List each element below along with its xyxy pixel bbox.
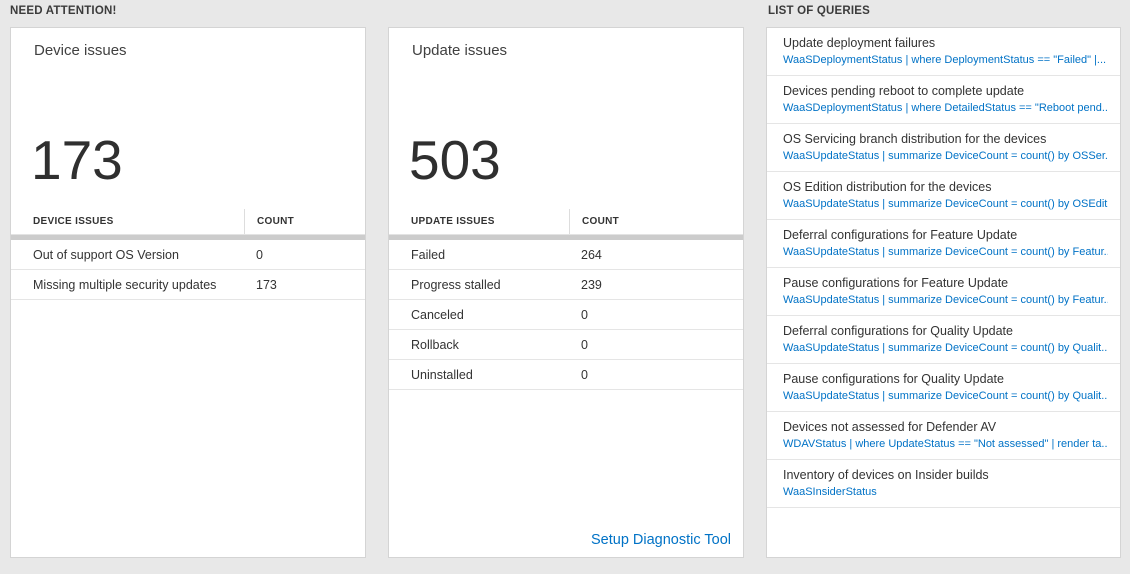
query-link[interactable]: WaaSUpdateStatus | summarize DeviceCount…: [783, 198, 1108, 210]
row-count: 0: [581, 337, 588, 352]
row-count: 264: [581, 247, 602, 262]
device-issues-total[interactable]: 173: [31, 129, 123, 191]
need-attention-section-title: NEED ATTENTION!: [10, 5, 117, 17]
table-row[interactable]: Missing multiple security updates 173: [11, 270, 365, 300]
row-label: Failed: [411, 247, 446, 262]
update-issues-table-body: Failed 264 Progress stalled 239 Canceled 0 Rol…: [389, 240, 743, 390]
device-issues-table-header: DEVICE ISSUES COUNT: [11, 209, 365, 235]
query-link[interactable]: WaaSUpdateStatus | summarize DeviceCount…: [783, 246, 1108, 258]
list-of-queries-section-title: LIST OF QUERIES: [768, 5, 871, 17]
update-issues-table: UPDATE ISSUES COUNT Failed 264 Progress st…: [389, 209, 743, 390]
query-list-item[interactable]: OS Servicing branch distribution for the…: [767, 124, 1120, 172]
row-label: Missing multiple security updates: [33, 277, 217, 292]
table-row[interactable]: Failed 264: [389, 240, 743, 270]
query-list-item[interactable]: Inventory of devices on Insider builds Wa…: [767, 460, 1120, 508]
query-title: Update deployment failures: [783, 36, 936, 50]
row-count: 0: [256, 247, 263, 262]
query-link[interactable]: WaaSUpdateStatus | summarize DeviceCount…: [783, 342, 1108, 354]
query-list: Update deployment failures WaaSDeployment…: [767, 28, 1120, 508]
device-issues-card-title: Device issues: [34, 42, 127, 59]
query-list-item[interactable]: Deferral configurations for Feature Upda…: [767, 220, 1120, 268]
table-header-divider: [11, 235, 365, 240]
update-issues-card: Update issues 503 UPDATE ISSUES COUNT Fa…: [388, 27, 744, 558]
table-row[interactable]: Canceled 0: [389, 300, 743, 330]
query-link[interactable]: WaaSUpdateStatus | summarize DeviceCount…: [783, 390, 1108, 402]
query-list-item[interactable]: Pause configurations for Quality Update W…: [767, 364, 1120, 412]
row-label: Rollback: [411, 337, 459, 352]
query-list-item[interactable]: Pause configurations for Feature Update W…: [767, 268, 1120, 316]
setup-diagnostic-tool-link[interactable]: Setup Diagnostic Tool: [591, 532, 731, 548]
table-row[interactable]: Uninstalled 0: [389, 360, 743, 390]
device-issues-header-count: COUNT: [244, 209, 365, 234]
row-label: Progress stalled: [411, 277, 501, 292]
row-count: 0: [581, 367, 588, 382]
list-of-queries-card: Update deployment failures WaaSDeployment…: [766, 27, 1121, 558]
update-issues-card-title: Update issues: [412, 42, 508, 59]
table-row[interactable]: Rollback 0: [389, 330, 743, 360]
update-issues-total[interactable]: 503: [409, 129, 501, 191]
query-title: Devices pending reboot to complete updat…: [783, 84, 1025, 98]
update-issues-header-count: COUNT: [569, 209, 743, 234]
query-link[interactable]: WaaSInsiderStatus: [783, 486, 877, 498]
query-list-item[interactable]: OS Edition distribution for the devices W…: [767, 172, 1120, 220]
query-link[interactable]: WDAVStatus | where UpdateStatus == "Not …: [783, 438, 1108, 450]
query-list-item[interactable]: Devices not assessed for Defender AV WDAV…: [767, 412, 1120, 460]
row-label: Out of support OS Version: [33, 247, 179, 262]
device-issues-table: DEVICE ISSUES COUNT Out of support OS Ve…: [11, 209, 365, 300]
row-label: Uninstalled: [411, 367, 473, 382]
update-issues-header-label: UPDATE ISSUES: [411, 216, 495, 227]
query-title: Pause configurations for Feature Update: [783, 276, 1009, 290]
query-list-item[interactable]: Devices pending reboot to complete updat…: [767, 76, 1120, 124]
row-count: 173: [256, 277, 277, 292]
device-issues-header-label: DEVICE ISSUES: [33, 216, 114, 227]
query-title: Deferral configurations for Feature Upda…: [783, 228, 1018, 242]
table-row[interactable]: Progress stalled 239: [389, 270, 743, 300]
query-link[interactable]: WaaSUpdateStatus | summarize DeviceCount…: [783, 294, 1108, 306]
query-title: OS Servicing branch distribution for the…: [783, 132, 1047, 146]
query-title: OS Edition distribution for the devices: [783, 180, 992, 194]
query-title: Pause configurations for Quality Update: [783, 372, 1004, 386]
table-header-divider: [389, 235, 743, 240]
device-issues-card: Device issues 173 DEVICE ISSUES COUNT Ou…: [10, 27, 366, 558]
row-count: 239: [581, 277, 602, 292]
update-issues-table-header: UPDATE ISSUES COUNT: [389, 209, 743, 235]
query-title: Deferral configurations for Quality Upda…: [783, 324, 1013, 338]
query-list-item[interactable]: Deferral configurations for Quality Upda…: [767, 316, 1120, 364]
row-label: Canceled: [411, 307, 464, 322]
query-link[interactable]: WaaSDeploymentStatus | where DetailedSta…: [783, 102, 1108, 114]
query-list-item[interactable]: Update deployment failures WaaSDeployment…: [767, 28, 1120, 76]
query-link[interactable]: WaaSUpdateStatus | summarize DeviceCount…: [783, 150, 1108, 162]
query-title: Devices not assessed for Defender AV: [783, 420, 997, 434]
query-link[interactable]: WaaSDeploymentStatus | where DeploymentS…: [783, 54, 1107, 66]
table-row[interactable]: Out of support OS Version 0: [11, 240, 365, 270]
query-title: Inventory of devices on Insider builds: [783, 468, 989, 482]
row-count: 0: [581, 307, 588, 322]
device-issues-table-body: Out of support OS Version 0 Missing multip…: [11, 240, 365, 300]
